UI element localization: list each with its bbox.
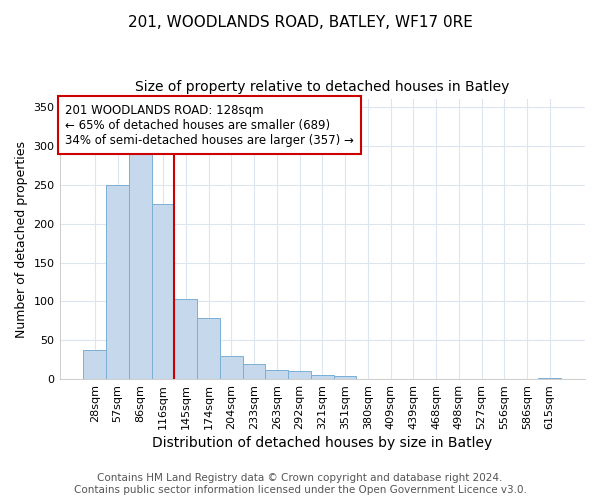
- Bar: [334, 376, 356, 379]
- Bar: [288, 372, 311, 379]
- Bar: [197, 318, 220, 379]
- Bar: [175, 299, 197, 379]
- Text: 201, WOODLANDS ROAD, BATLEY, WF17 0RE: 201, WOODLANDS ROAD, BATLEY, WF17 0RE: [128, 15, 472, 30]
- Title: Size of property relative to detached houses in Batley: Size of property relative to detached ho…: [135, 80, 509, 94]
- Bar: [242, 364, 265, 379]
- Bar: [311, 375, 334, 379]
- Text: Contains HM Land Registry data © Crown copyright and database right 2024.
Contai: Contains HM Land Registry data © Crown c…: [74, 474, 526, 495]
- Bar: [129, 154, 152, 379]
- Text: 201 WOODLANDS ROAD: 128sqm
← 65% of detached houses are smaller (689)
34% of sem: 201 WOODLANDS ROAD: 128sqm ← 65% of deta…: [65, 104, 353, 146]
- Bar: [152, 204, 175, 379]
- Bar: [538, 378, 561, 379]
- X-axis label: Distribution of detached houses by size in Batley: Distribution of detached houses by size …: [152, 436, 493, 450]
- Bar: [220, 356, 242, 379]
- Y-axis label: Number of detached properties: Number of detached properties: [15, 140, 28, 338]
- Bar: [106, 185, 129, 379]
- Bar: [265, 370, 288, 379]
- Bar: [83, 350, 106, 379]
